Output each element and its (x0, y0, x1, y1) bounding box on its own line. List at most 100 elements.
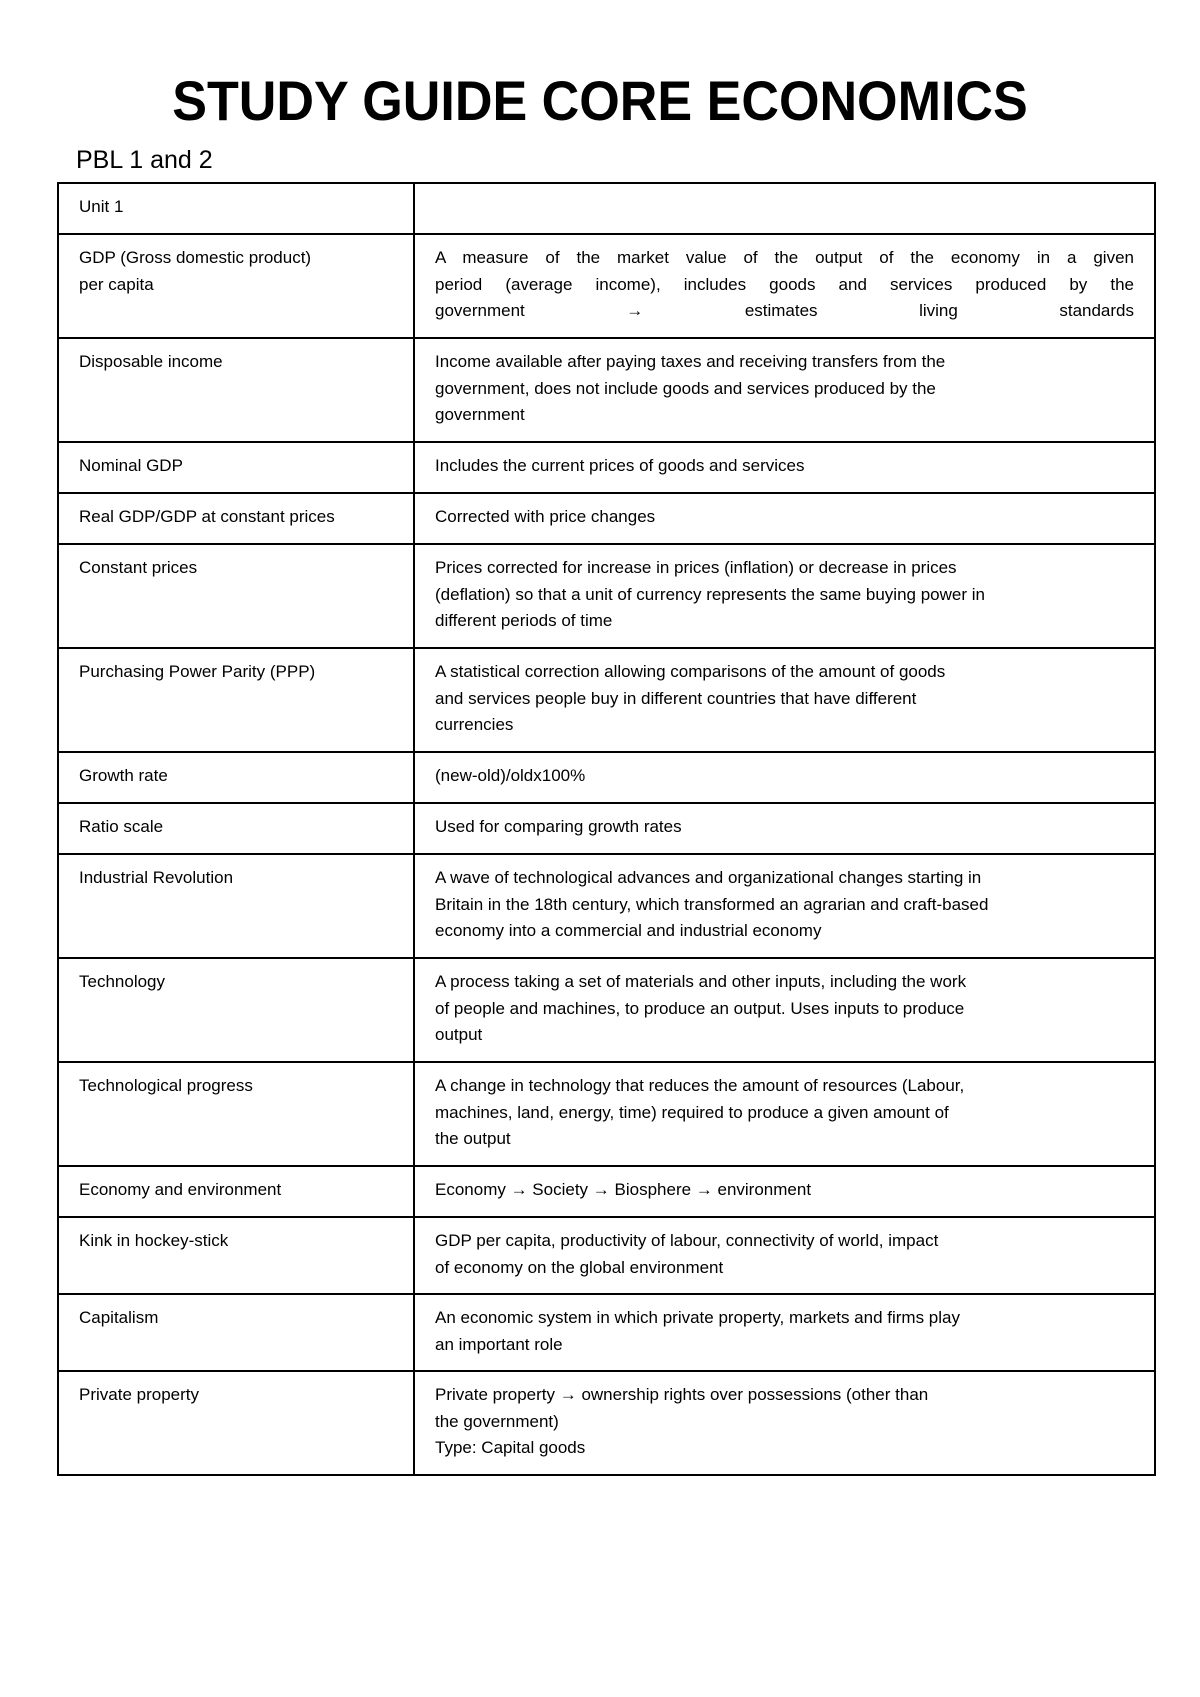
definition-line: of people and machines, to produce an ou… (435, 998, 965, 1018)
term-cell: GDP (Gross domestic product) per capita (57, 233, 415, 339)
table-row: Kink in hockey-stick GDP per capita, prod… (57, 1216, 1156, 1295)
term-cell: Purchasing Power Parity (PPP) (57, 647, 415, 753)
definition-cell: A process taking a set of materials and … (413, 957, 1156, 1063)
term-cell: Technology (57, 957, 415, 1063)
definition-cell: A change in technology that reduces the … (413, 1061, 1156, 1167)
definition-line: government, does not include goods and s… (435, 378, 936, 398)
term-cell: Constant prices (57, 543, 415, 649)
definition-line: the output (435, 1129, 511, 1148)
term-cell: Industrial Revolution (57, 853, 415, 959)
definition-line: Britain in the 18th century, which trans… (435, 894, 989, 914)
term-cell: Real GDP/GDP at constant prices (57, 492, 415, 545)
definition-line: (new-old)/oldx100% (435, 766, 586, 785)
definition-line: government → estimates living standards (435, 301, 1134, 320)
term-cell: Capitalism (57, 1293, 415, 1372)
table-row: GDP (Gross domestic product) per capita A … (57, 233, 1156, 339)
definition-line: and services people buy in different cou… (435, 688, 917, 708)
definition-line: output (435, 1025, 483, 1044)
definition-line: An economic system in which private prop… (435, 1308, 960, 1327)
term-cell: Private property (57, 1370, 415, 1476)
table-row: Capitalism An economic system in which pr… (57, 1293, 1156, 1372)
definition-line: currencies (435, 715, 514, 734)
term-line: Disposable income (79, 352, 223, 371)
table-row: Disposable income Income available after … (57, 337, 1156, 443)
table-row: Ratio scale Used for comparing growth rat… (57, 802, 1156, 855)
definition-line: Prices corrected for increase in prices … (435, 558, 957, 577)
definition-cell: (new-old)/oldx100% (413, 751, 1156, 804)
definition-line: different periods of time (435, 611, 613, 630)
term-cell: Nominal GDP (57, 441, 415, 494)
term-cell: Economy and environment (57, 1165, 415, 1218)
definition-line: an important role (435, 1334, 563, 1354)
glossary-table: Unit 1 GDP (Gross domestic product) per ca… (57, 182, 1156, 1476)
definition-line: machines, land, energy, time) required t… (435, 1102, 949, 1122)
term-line: Private property (79, 1385, 199, 1404)
term-line: Technological progress (79, 1076, 253, 1095)
definition-line: of economy on the global environment (435, 1257, 724, 1277)
term-line: Technology (79, 972, 166, 991)
table-row: Nominal GDP Includes the current prices o… (57, 441, 1156, 494)
term-line: Capitalism (79, 1308, 159, 1327)
term-cell: Unit 1 (57, 182, 415, 235)
table-row: Constant prices Prices corrected for incr… (57, 543, 1156, 649)
definition-line: period (average income), includes goods … (435, 274, 1134, 294)
term-line: Industrial Revolution (79, 868, 234, 887)
definition-line: Type: Capital goods (435, 1438, 586, 1457)
definition-cell: GDP per capita, productivity of labour, … (413, 1216, 1156, 1295)
term-line: Nominal GDP (79, 456, 183, 475)
definition-line: government (435, 405, 525, 424)
term-line: Unit 1 (79, 197, 124, 216)
term-cell: Disposable income (57, 337, 415, 443)
definition-line: economy into a commercial and industrial… (435, 921, 822, 940)
definition-cell: Income available after paying taxes and … (413, 337, 1156, 443)
table-row: Technological progress A change in techno… (57, 1061, 1156, 1167)
definition-cell: Used for comparing growth rates (413, 802, 1156, 855)
page-title: STUDY GUIDE CORE ECONOMICS (172, 69, 1028, 132)
table-row: Technology A process taking a set of mate… (57, 957, 1156, 1063)
definition-cell: Includes the current prices of goods and… (413, 441, 1156, 494)
definition-cell: A measure of the market value of the out… (413, 233, 1156, 339)
definition-cell: A wave of technological advances and org… (413, 853, 1156, 959)
table-row: Growth rate (new-old)/oldx100% (57, 751, 1156, 804)
definition-cell: Private property → ownership rights over… (413, 1370, 1156, 1476)
term-cell: Technological progress (57, 1061, 415, 1167)
definition-line: Economy → Society → Biosphere → environm… (435, 1180, 812, 1199)
definition-line: Income available after paying taxes and … (435, 352, 946, 371)
definition-cell: Economy → Society → Biosphere → environm… (413, 1165, 1156, 1218)
definition-cell: A statistical correction allowing compar… (413, 647, 1156, 753)
definition-line: A statistical correction allowing compar… (435, 662, 946, 681)
definition-line: Private property → ownership rights over… (435, 1385, 929, 1404)
term-line: Purchasing Power Parity (PPP) (79, 662, 316, 681)
definition-cell: Corrected with price changes (413, 492, 1156, 545)
definition-line: Corrected with price changes (435, 507, 656, 526)
term-line: Real GDP/GDP at constant prices (79, 507, 335, 526)
definition-cell (413, 182, 1156, 235)
term-line: per capita (79, 274, 154, 294)
definition-line: A wave of technological advances and org… (435, 868, 982, 887)
term-cell: Kink in hockey-stick (57, 1216, 415, 1295)
definition-line: A measure of the market value of the out… (435, 248, 1134, 267)
table-row: Economy and environment Economy → Society… (57, 1165, 1156, 1218)
definition-line: A process taking a set of materials and … (435, 972, 967, 991)
term-cell: Growth rate (57, 751, 415, 804)
term-cell: Ratio scale (57, 802, 415, 855)
table-row: Purchasing Power Parity (PPP) A statistic… (57, 647, 1156, 753)
page-subtitle: PBL 1 and 2 (76, 146, 213, 174)
definition-line: the government) (435, 1411, 559, 1431)
term-line: Economy and environment (79, 1180, 282, 1199)
term-line: Constant prices (79, 558, 198, 577)
definition-line: Includes the current prices of goods and… (435, 456, 805, 475)
table-row: Unit 1 (57, 182, 1156, 235)
term-line: Kink in hockey-stick (79, 1231, 229, 1250)
definition-cell: Prices corrected for increase in prices … (413, 543, 1156, 649)
term-line: GDP (Gross domestic product) (79, 248, 312, 267)
table-row: Private property Private property → owner… (57, 1370, 1156, 1476)
table-row: Real GDP/GDP at constant prices Corrected… (57, 492, 1156, 545)
table-row: Industrial Revolution A wave of technolog… (57, 853, 1156, 959)
definition-cell: An economic system in which private prop… (413, 1293, 1156, 1372)
definition-line: GDP per capita, productivity of labour, … (435, 1231, 939, 1250)
definition-line: Used for comparing growth rates (435, 817, 682, 836)
definition-line: (deflation) so that a unit of currency r… (435, 584, 985, 604)
term-line: Ratio scale (79, 817, 164, 836)
term-line: Growth rate (79, 766, 168, 785)
